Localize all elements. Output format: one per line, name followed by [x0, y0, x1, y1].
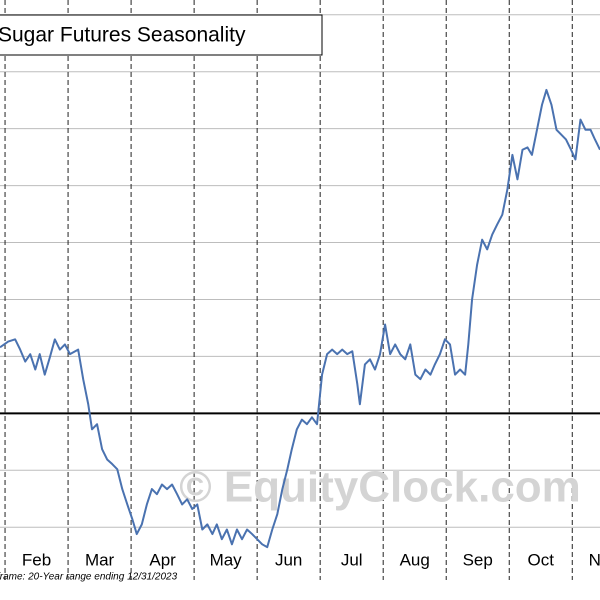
footnote: frame: 20-Year range ending 12/31/2023	[0, 572, 178, 583]
x-tick-label: Jul	[341, 550, 363, 569]
x-tick-label: Jun	[275, 550, 302, 569]
chart-title: Sugar Futures Seasonality	[0, 24, 246, 47]
series-line	[0, 88, 600, 549]
plot	[0, 88, 600, 549]
x-tick-label: Nov	[589, 550, 600, 569]
x-tick-label: Feb	[22, 550, 51, 569]
x-tick-label: Mar	[85, 550, 115, 569]
watermark: © EquityClock.com	[179, 463, 581, 512]
x-tick-label: Aug	[400, 550, 430, 569]
x-tick-label: Sep	[463, 550, 493, 569]
x-tick-label: May	[210, 550, 243, 569]
x-tick-label: Oct	[528, 550, 555, 569]
x-tick-label: Apr	[149, 550, 176, 569]
title-box	[0, 14, 323, 56]
